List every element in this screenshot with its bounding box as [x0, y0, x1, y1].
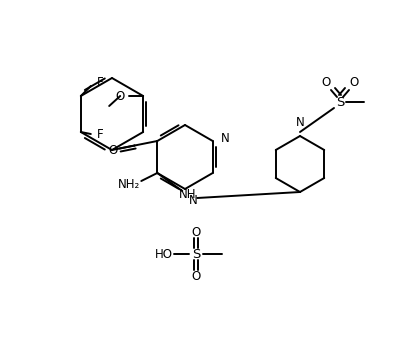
- Text: O: O: [321, 76, 331, 89]
- Text: O: O: [191, 269, 200, 282]
- Text: O: O: [115, 90, 124, 103]
- Text: O: O: [191, 225, 200, 238]
- Text: NH₂: NH₂: [118, 179, 140, 192]
- Text: O: O: [349, 76, 359, 89]
- Text: N: N: [296, 116, 304, 129]
- Text: N: N: [221, 132, 230, 145]
- Text: S: S: [336, 95, 344, 108]
- Text: N: N: [189, 194, 198, 207]
- Text: NH: NH: [178, 188, 196, 201]
- Text: F: F: [97, 76, 103, 89]
- Text: O: O: [108, 144, 117, 157]
- Text: HO: HO: [155, 248, 173, 261]
- Text: F: F: [97, 128, 103, 141]
- Text: S: S: [192, 248, 200, 261]
